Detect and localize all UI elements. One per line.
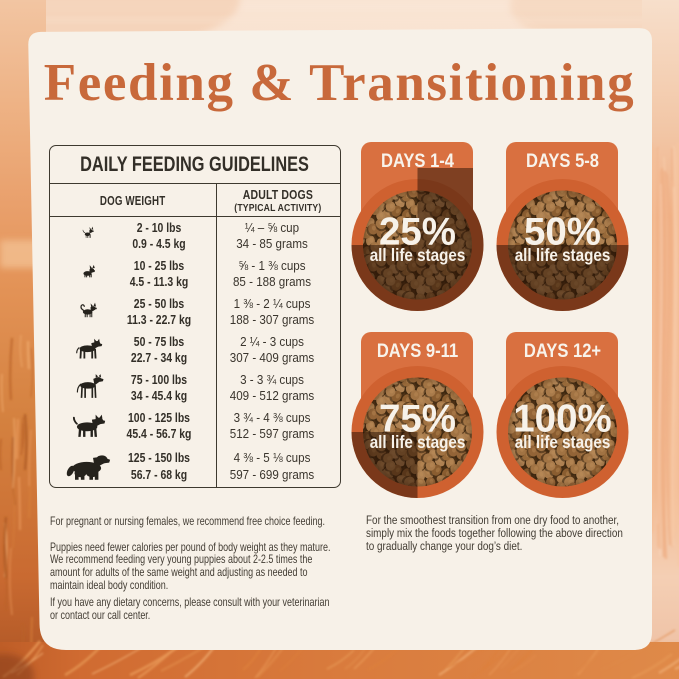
svg-text:25%: 25% <box>379 211 456 254</box>
svg-text:100%: 100% <box>513 398 611 441</box>
svg-text:DAYS 9-11: DAYS 9-11 <box>377 340 458 362</box>
svg-text:DAYS 5-8: DAYS 5-8 <box>526 150 599 172</box>
svg-text:all life stages: all life stages <box>370 433 466 452</box>
svg-text:all life stages: all life stages <box>370 246 466 265</box>
svg-text:75%: 75% <box>379 398 456 441</box>
svg-text:all life stages: all life stages <box>515 433 611 452</box>
svg-text:DAYS 12+: DAYS 12+ <box>524 340 601 362</box>
svg-text:50%: 50% <box>524 211 601 254</box>
svg-text:DAYS 1-4: DAYS 1-4 <box>381 150 454 172</box>
svg-text:all life stages: all life stages <box>515 246 611 265</box>
